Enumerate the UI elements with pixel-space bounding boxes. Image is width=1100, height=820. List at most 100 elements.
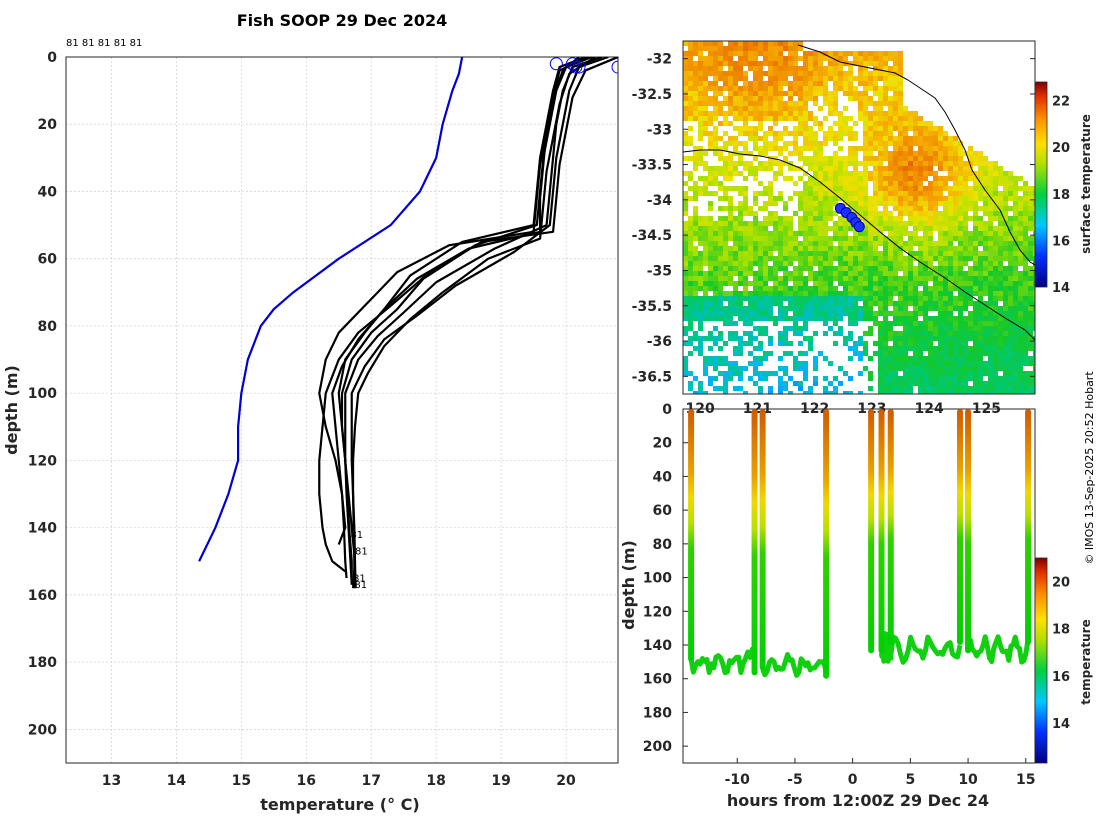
sst-cell bbox=[963, 286, 968, 291]
sst-cell bbox=[863, 216, 868, 221]
sst-cell bbox=[783, 61, 788, 66]
sst-cell bbox=[843, 176, 848, 181]
sst-cell bbox=[858, 101, 863, 106]
sst-cell bbox=[878, 181, 883, 186]
sst-cell bbox=[738, 346, 743, 351]
sst-cell bbox=[753, 61, 758, 66]
sst-cell bbox=[878, 116, 883, 121]
sst-cell bbox=[903, 136, 908, 141]
sst-cell bbox=[943, 221, 948, 226]
sst-cell bbox=[738, 76, 743, 81]
sst-cell bbox=[808, 181, 813, 186]
sst-cell bbox=[903, 391, 908, 394]
sst-cell bbox=[868, 136, 873, 141]
sst-cell bbox=[968, 276, 973, 281]
sst-cell bbox=[713, 66, 718, 71]
sst-cell bbox=[983, 231, 988, 236]
sst-cell bbox=[748, 261, 753, 266]
sst-cell bbox=[903, 291, 908, 296]
sst-cell bbox=[728, 66, 733, 71]
sst-cell bbox=[888, 286, 893, 291]
sst-cell bbox=[773, 241, 778, 246]
sst-cell bbox=[823, 296, 828, 301]
sst-cell bbox=[963, 351, 968, 356]
sst-cell bbox=[753, 86, 758, 91]
sst-cell bbox=[693, 66, 698, 71]
sst-cell bbox=[978, 226, 983, 231]
sst-cell bbox=[888, 86, 893, 91]
sst-cell bbox=[848, 76, 853, 81]
sst-cell bbox=[823, 266, 828, 271]
sst-cell bbox=[813, 151, 818, 156]
sst-cell bbox=[738, 256, 743, 261]
sst-cell bbox=[713, 291, 718, 296]
sst-cell bbox=[993, 321, 998, 326]
sst-cell bbox=[968, 316, 973, 321]
sst-cell bbox=[698, 261, 703, 266]
sst-cell bbox=[873, 161, 878, 166]
sst-cell bbox=[1033, 326, 1035, 331]
sst-cell bbox=[818, 186, 823, 191]
sst-cell bbox=[778, 241, 783, 246]
sst-cell bbox=[878, 126, 883, 131]
sst-cell bbox=[948, 141, 953, 146]
sst-cell bbox=[803, 91, 808, 96]
sst-cell bbox=[978, 191, 983, 196]
sst-cell bbox=[973, 376, 978, 381]
sst-cell bbox=[1013, 381, 1018, 386]
sst-cell bbox=[683, 221, 688, 226]
sst-cell bbox=[963, 306, 968, 311]
sst-cell bbox=[803, 81, 808, 86]
sst-cell bbox=[808, 216, 813, 221]
sst-cell bbox=[763, 41, 768, 46]
sst-cell bbox=[1023, 381, 1028, 386]
sst-cell bbox=[878, 326, 883, 331]
sst-cell bbox=[883, 246, 888, 251]
section-y-axis-label: depth (m) bbox=[619, 540, 638, 630]
sst-cell bbox=[778, 56, 783, 61]
sst-cell bbox=[813, 221, 818, 226]
sst-cell bbox=[983, 181, 988, 186]
profile-end-tag: 81 bbox=[354, 580, 367, 591]
sst-cell bbox=[708, 71, 713, 76]
sst-cell bbox=[848, 71, 853, 76]
sst-cell bbox=[703, 101, 708, 106]
sst-cell bbox=[723, 231, 728, 236]
sst-cell bbox=[858, 276, 863, 281]
sst-cell bbox=[973, 261, 978, 266]
sst-cell bbox=[793, 366, 798, 371]
sst-cell bbox=[863, 86, 868, 91]
sst-cell bbox=[823, 216, 828, 221]
sst-cell bbox=[873, 101, 878, 106]
sst-cell bbox=[693, 51, 698, 56]
sst-cell bbox=[748, 46, 753, 51]
sst-cell bbox=[998, 251, 1003, 256]
sst-cell bbox=[693, 76, 698, 81]
sst-cell bbox=[838, 166, 843, 171]
sst-cell bbox=[748, 376, 753, 381]
sst-cell bbox=[768, 351, 773, 356]
sst-cell bbox=[688, 236, 693, 241]
sst-cell bbox=[948, 146, 953, 151]
sst-cell bbox=[913, 371, 918, 376]
sst-cell bbox=[708, 116, 713, 121]
sst-cell bbox=[908, 346, 913, 351]
sst-cell bbox=[868, 241, 873, 246]
sst-cell bbox=[738, 186, 743, 191]
sst-cell bbox=[953, 181, 958, 186]
sst-cell bbox=[768, 231, 773, 236]
sst-cell bbox=[1028, 246, 1033, 251]
sst-cell bbox=[963, 336, 968, 341]
sst-cell bbox=[733, 126, 738, 131]
sst-cell bbox=[933, 196, 938, 201]
sst-cell bbox=[763, 316, 768, 321]
sst-cell bbox=[953, 281, 958, 286]
sst-cell bbox=[743, 131, 748, 136]
sst-cell bbox=[798, 266, 803, 271]
sst-cell bbox=[998, 391, 1003, 394]
sst-cell bbox=[758, 261, 763, 266]
sst-cell bbox=[863, 76, 868, 81]
sst-cell bbox=[968, 326, 973, 331]
sst-cell bbox=[908, 236, 913, 241]
sst-cell bbox=[878, 201, 883, 206]
